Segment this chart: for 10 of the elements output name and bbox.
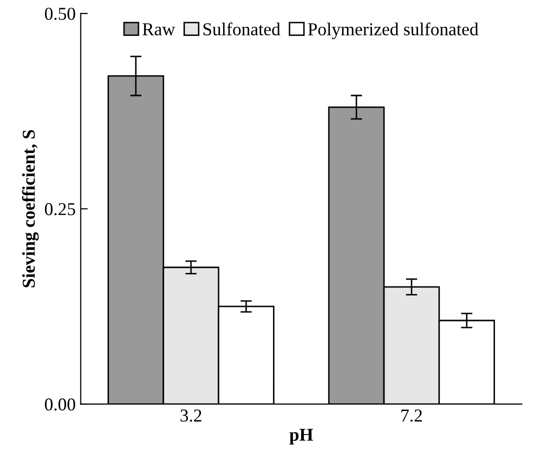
legend-label: Polymerized sulfonated (308, 22, 478, 40)
y-tick-label: 0.00 (44, 398, 76, 411)
legend-label: Raw (142, 23, 176, 36)
x-axis-title: pH (289, 428, 314, 444)
y-tick-label: 0.25 (44, 203, 76, 216)
legend-label: Sulfonated (203, 22, 280, 36)
y-tick-label: 0.50 (44, 8, 76, 20)
x-tick-label: 3.2 (180, 410, 202, 422)
x-tick-label: 7.2 (401, 410, 422, 422)
y-axis-title: Sieving coefficient, S (22, 130, 39, 288)
